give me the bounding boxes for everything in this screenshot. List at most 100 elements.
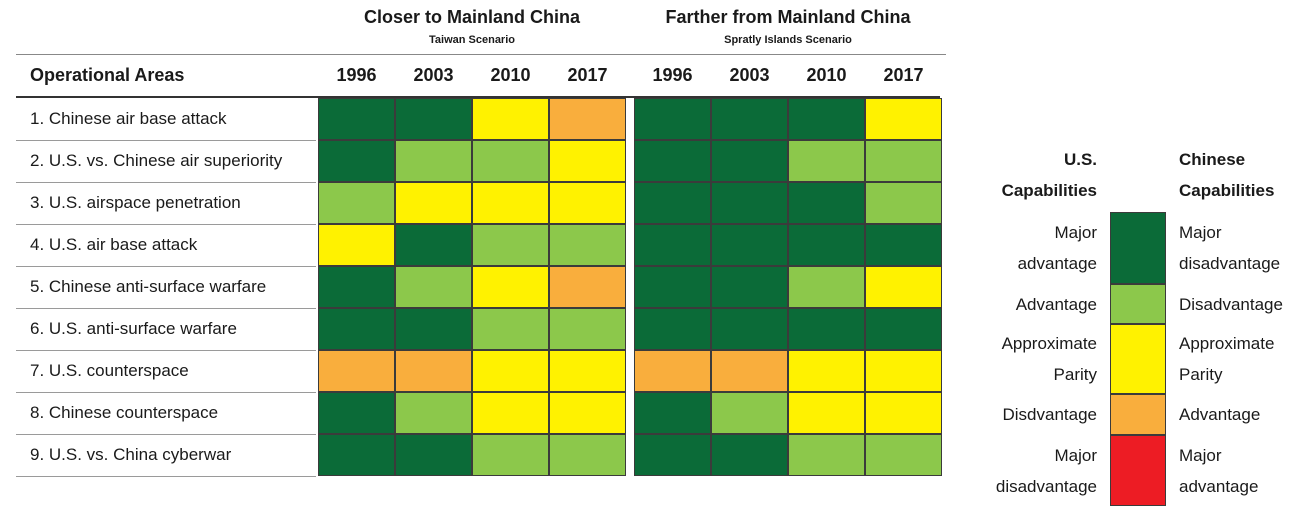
heatmap-cell bbox=[318, 434, 395, 476]
heatmap-cell bbox=[865, 308, 942, 350]
heatmap-cell bbox=[318, 182, 395, 224]
heatmap-cell bbox=[472, 140, 549, 182]
row-label: 3. U.S. airspace penetration bbox=[30, 193, 241, 212]
heatmap-cell bbox=[549, 266, 626, 308]
heatmap-cell bbox=[549, 140, 626, 182]
heatmap-cell bbox=[865, 350, 942, 392]
heatmap-cell bbox=[472, 392, 549, 434]
heatmap-cell bbox=[395, 266, 472, 308]
group-subtitle: Spratly Islands Scenario bbox=[724, 34, 852, 46]
header-underline bbox=[16, 54, 316, 55]
year-header: 2017 bbox=[883, 65, 924, 85]
legend-swatch bbox=[1110, 284, 1166, 324]
heatmap-cell bbox=[788, 308, 865, 350]
heatmap-cell bbox=[318, 224, 395, 266]
header-bottom-line bbox=[16, 96, 940, 98]
legend-us-label: Major bbox=[1054, 223, 1097, 242]
heatmap-cell bbox=[318, 350, 395, 392]
heatmap-cell bbox=[634, 350, 711, 392]
year-header: 2010 bbox=[490, 65, 531, 85]
heatmap-cell bbox=[788, 392, 865, 434]
heatmap-cell bbox=[549, 308, 626, 350]
heatmap-cell bbox=[788, 182, 865, 224]
heatmap-cell bbox=[395, 350, 472, 392]
heatmap-cell bbox=[865, 98, 942, 140]
heatmap-cell bbox=[472, 182, 549, 224]
legend-us-label: Advantage bbox=[1015, 294, 1097, 314]
legend-swatch bbox=[1110, 212, 1166, 284]
heatmap-cell bbox=[549, 350, 626, 392]
group-title: Closer to Mainland China bbox=[363, 7, 581, 27]
legend-china-title: Chinese bbox=[1179, 150, 1246, 169]
row-divider bbox=[16, 392, 316, 393]
heatmap-cell bbox=[395, 182, 472, 224]
heatmap-cell bbox=[711, 350, 788, 392]
year-header: 2010 bbox=[806, 65, 847, 85]
heatmap-cell bbox=[395, 98, 472, 140]
heatmap-cell bbox=[788, 434, 865, 476]
heatmap-cell bbox=[395, 224, 472, 266]
heatmap-cell bbox=[318, 98, 395, 140]
heatmap-cell bbox=[472, 224, 549, 266]
group-subtitle: Taiwan Scenario bbox=[429, 34, 515, 46]
heatmap-cell bbox=[865, 140, 942, 182]
heatmap-cell bbox=[634, 224, 711, 266]
year-header: 1996 bbox=[652, 65, 693, 85]
group-underline bbox=[630, 54, 946, 55]
heatmap-cell bbox=[711, 308, 788, 350]
heatmap-cell bbox=[788, 350, 865, 392]
year-header: 1996 bbox=[336, 65, 377, 85]
heatmap-cell bbox=[318, 308, 395, 350]
heatmap-cell bbox=[634, 308, 711, 350]
heatmap-cell bbox=[318, 266, 395, 308]
legend-china-label: Parity bbox=[1179, 365, 1223, 384]
heatmap-cell bbox=[865, 392, 942, 434]
heatmap-cell bbox=[549, 434, 626, 476]
group-underline bbox=[314, 54, 630, 55]
legend-china-label: Major bbox=[1179, 445, 1222, 465]
heatmap-cell bbox=[318, 392, 395, 434]
heatmap-cell bbox=[549, 98, 626, 140]
row-divider bbox=[16, 140, 316, 141]
heatmap-cell bbox=[634, 140, 711, 182]
row-label: 6. U.S. anti-surface warfare bbox=[30, 319, 237, 338]
heatmap-cell bbox=[318, 140, 395, 182]
row-label: 1. Chinese air base attack bbox=[30, 109, 227, 128]
row-label: 8. Chinese counterspace bbox=[30, 403, 219, 422]
legend-us-label: Parity bbox=[1053, 365, 1097, 384]
legend-swatch bbox=[1110, 324, 1166, 394]
heatmap-cell bbox=[634, 266, 711, 308]
heatmap-cell bbox=[549, 182, 626, 224]
heatmap-cell bbox=[788, 224, 865, 266]
legend-china-label: advantage bbox=[1179, 476, 1259, 496]
heatmap-cell bbox=[711, 140, 788, 182]
legend-us-label: disadvantage bbox=[995, 476, 1097, 496]
heatmap-cell bbox=[711, 392, 788, 434]
heatmap-cell bbox=[788, 98, 865, 140]
heatmap-cell bbox=[472, 350, 549, 392]
legend-swatch bbox=[1110, 435, 1166, 506]
year-header: 2003 bbox=[413, 65, 454, 85]
legend-us-title: Capabilities bbox=[1001, 181, 1097, 200]
row-divider bbox=[16, 350, 316, 351]
heatmap-cell bbox=[865, 182, 942, 224]
group-title: Farther from Mainland China bbox=[665, 7, 911, 27]
legend-china-label: Approximate bbox=[1179, 334, 1275, 353]
legend-china-label: Advantage bbox=[1179, 405, 1261, 424]
legend-us-label: advantage bbox=[1017, 254, 1097, 273]
row-label: 4. U.S. air base attack bbox=[30, 235, 198, 254]
heatmap-cell bbox=[634, 182, 711, 224]
row-divider bbox=[16, 476, 316, 477]
heatmap-cell bbox=[711, 434, 788, 476]
row-label: 9. U.S. vs. China cyberwar bbox=[30, 445, 232, 464]
heatmap-cell bbox=[395, 140, 472, 182]
heatmap-cell bbox=[865, 266, 942, 308]
heatmap-cell bbox=[395, 434, 472, 476]
heatmap-cell bbox=[711, 98, 788, 140]
heatmap-cell bbox=[395, 308, 472, 350]
heatmap-cell bbox=[711, 224, 788, 266]
heatmap-cell bbox=[549, 224, 626, 266]
heatmap-cell bbox=[634, 434, 711, 476]
heatmap-cell bbox=[472, 308, 549, 350]
legend-swatch bbox=[1110, 394, 1166, 435]
